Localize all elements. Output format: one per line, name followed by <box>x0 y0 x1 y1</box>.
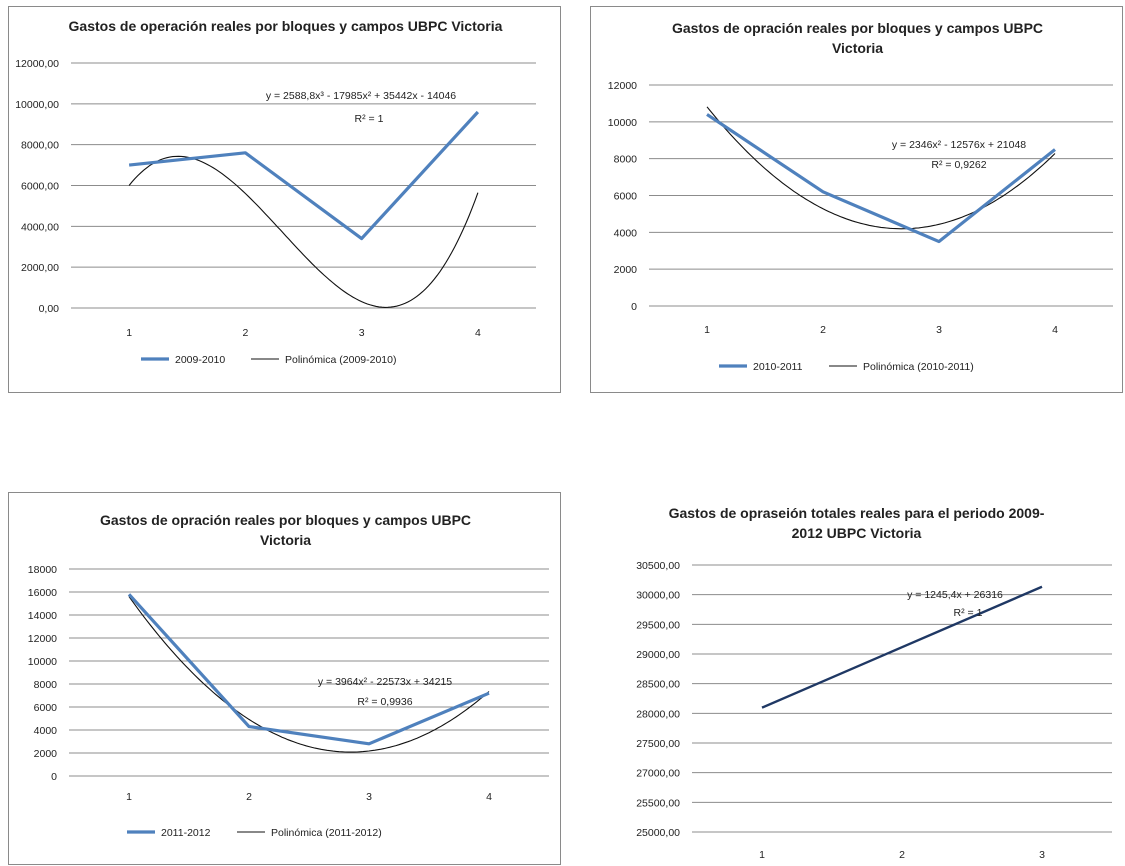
chart-2011-2012-svg: Gastos de opración reales por bloques y … <box>9 493 562 866</box>
y-tick-label: 30000,00 <box>636 590 680 602</box>
chart-title-line: Gastos de opración reales por bloques y … <box>100 512 471 528</box>
chart-panel-2010-2011: Gastos de opración reales por bloques y … <box>590 6 1123 393</box>
x-tick-label: 3 <box>359 327 365 339</box>
r-squared-label: R² = 1 <box>355 113 384 125</box>
trendline-equation: y = 1245,4x + 26316 <box>907 589 1003 601</box>
x-tick-label: 1 <box>126 791 132 803</box>
y-tick-label: 10000 <box>608 117 637 129</box>
trendline-curve <box>129 597 489 753</box>
x-tick-label: 4 <box>486 791 492 803</box>
y-tick-label: 0 <box>51 771 57 783</box>
x-tick-label: 1 <box>759 849 765 861</box>
y-tick-label: 4000 <box>34 725 58 737</box>
y-tick-label: 18000 <box>28 564 57 576</box>
legend-label-series: 2011-2012 <box>161 827 211 839</box>
y-tick-label: 8000 <box>614 154 638 166</box>
chart-panel-totales: Gastos de opraseión totales reales para … <box>590 492 1123 865</box>
x-tick-label: 2 <box>820 324 826 336</box>
y-tick-label: 6000 <box>34 702 58 714</box>
series-line <box>129 112 478 239</box>
r-squared-label: R² = 1 <box>954 607 983 619</box>
y-tick-label: 2000 <box>34 748 58 760</box>
chart-panel-2011-2012: Gastos de opración reales por bloques y … <box>8 492 561 865</box>
chart-title-line: Gastos de opración reales por bloques y … <box>672 20 1043 36</box>
chart-2010-2011-svg: Gastos de opración reales por bloques y … <box>591 7 1124 394</box>
series-line <box>129 594 489 744</box>
x-tick-label: 3 <box>936 324 942 336</box>
y-tick-label: 28000,00 <box>636 708 680 720</box>
chart-totales-svg: Gastos de opraseión totales reales para … <box>590 492 1123 865</box>
y-tick-label: 30500,00 <box>636 560 680 572</box>
legend-label-series: 2009-2010 <box>175 354 225 366</box>
y-tick-label: 10000 <box>28 656 57 668</box>
chart-title-line: Victoria <box>260 532 311 548</box>
x-tick-label: 4 <box>1052 324 1058 336</box>
y-tick-label: 8000 <box>34 679 58 691</box>
y-tick-label: 0 <box>631 301 637 313</box>
legend-label-trendline: Polinómica (2011-2012) <box>271 827 382 839</box>
series-line <box>762 587 1042 708</box>
y-tick-label: 0,00 <box>39 303 60 315</box>
y-tick-label: 27000,00 <box>636 768 680 780</box>
chart-panel-2009-2010: Gastos de operación reales por bloques y… <box>8 6 561 393</box>
x-tick-label: 2 <box>242 327 248 339</box>
chart-title-line: Gastos de opraseión totales reales para … <box>669 505 1045 521</box>
chart-2009-2010-svg: Gastos de operación reales por bloques y… <box>9 7 562 394</box>
y-tick-label: 12000 <box>28 633 57 645</box>
chart-title-line: Gastos de operación reales por bloques y… <box>69 18 503 34</box>
y-tick-label: 27500,00 <box>636 738 680 750</box>
y-tick-label: 10000,00 <box>15 99 59 111</box>
y-tick-label: 25000,00 <box>636 827 680 839</box>
x-tick-label: 1 <box>126 327 132 339</box>
x-tick-label: 1 <box>704 324 710 336</box>
chart-title-line: Victoria <box>832 40 883 56</box>
x-tick-label: 3 <box>1039 849 1045 861</box>
x-tick-label: 3 <box>366 791 372 803</box>
r-squared-label: R² = 0,9262 <box>931 159 986 171</box>
y-tick-label: 29500,00 <box>636 619 680 631</box>
y-tick-label: 28500,00 <box>636 679 680 691</box>
legend-label-trendline: Polinómica (2010-2011) <box>863 361 974 373</box>
y-tick-label: 6000 <box>614 191 638 203</box>
r-squared-label: R² = 0,9936 <box>357 696 412 708</box>
y-tick-label: 4000,00 <box>21 221 59 233</box>
y-tick-label: 14000 <box>28 610 57 622</box>
x-tick-label: 4 <box>475 327 481 339</box>
y-tick-label: 16000 <box>28 587 57 599</box>
y-tick-label: 12000,00 <box>15 58 59 70</box>
y-tick-label: 29000,00 <box>636 649 680 661</box>
legend-label-trendline: Polinómica (2009-2010) <box>285 354 396 366</box>
legend-label-series: 2010-2011 <box>753 361 803 373</box>
y-tick-label: 8000,00 <box>21 140 59 152</box>
y-tick-label: 2000,00 <box>21 262 59 274</box>
y-tick-label: 25500,00 <box>636 797 680 809</box>
x-tick-label: 2 <box>246 791 252 803</box>
trendline-curve <box>129 156 478 307</box>
chart-title-line: 2012 UBPC Victoria <box>792 525 922 541</box>
y-tick-label: 12000 <box>608 80 637 92</box>
series-line <box>707 114 1055 241</box>
y-tick-label: 6000,00 <box>21 181 59 193</box>
trendline-equation: y = 2588,8x³ - 17985x² + 35442x - 14046 <box>266 90 456 102</box>
trendline-equation: y = 2346x² - 12576x + 21048 <box>892 139 1026 151</box>
trendline-curve <box>707 107 1055 229</box>
x-tick-label: 2 <box>899 849 905 861</box>
y-tick-label: 4000 <box>614 227 638 239</box>
y-tick-label: 2000 <box>614 264 638 276</box>
trendline-equation: y = 3964x² - 22573x + 34215 <box>318 676 452 688</box>
